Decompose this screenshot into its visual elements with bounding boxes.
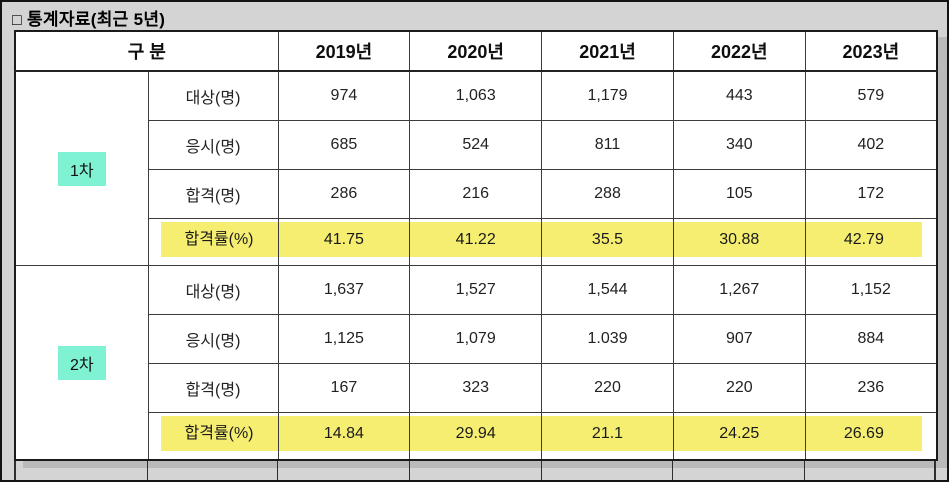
pass-rate-highlight: 30.88: [674, 222, 805, 257]
stage-cell-2: 2차: [14, 265, 149, 461]
value-cell: 1,125: [277, 314, 411, 364]
page-title-text: 통계자료(최근 5년): [26, 10, 166, 29]
value-cell: 167: [277, 363, 411, 413]
row-label: 응시(명): [147, 120, 279, 170]
value-cell: 524: [409, 120, 543, 170]
statistics-table-wrap: 구 분 2019년 2020년 2021년 2022년 2023년 1차 대상(…: [14, 30, 938, 480]
value-cell: 340: [672, 120, 806, 170]
table-row: 응시(명) 1,125 1,079 1.039 907 884: [15, 314, 938, 364]
value-cell: 443: [672, 70, 806, 121]
value-cell: 14.84: [277, 412, 411, 461]
grid-line: [277, 461, 278, 480]
stage-badge-2: 2차: [57, 345, 106, 380]
grid-line: [541, 461, 542, 480]
value-cell: 41.75: [277, 218, 411, 266]
value-cell: 42.79: [804, 218, 938, 266]
value-cell: 974: [277, 70, 411, 121]
value-cell: 29.94: [409, 412, 543, 461]
pass-rate-highlight: 21.1: [542, 416, 673, 451]
value-cell: 1,544: [541, 265, 674, 315]
value-cell: 811: [541, 120, 674, 170]
year-header-2019: 2019년: [277, 30, 411, 72]
value-cell: 236: [804, 363, 938, 413]
value-cell: 216: [409, 169, 543, 219]
year-header-2021: 2021년: [541, 30, 674, 72]
pass-rate-highlight: 42.79: [806, 222, 922, 257]
header-row: 구 분 2019년 2020년 2021년 2022년 2023년: [14, 30, 938, 72]
stage-badge-1: 1차: [57, 151, 106, 186]
grid-line: [14, 461, 16, 480]
value-cell: 172: [804, 169, 938, 219]
table-row: 합격(명) 167 323 220 220 236: [15, 363, 938, 413]
table-row: 응시(명) 685 524 811 340 402: [15, 120, 938, 170]
value-cell: 41.22: [409, 218, 543, 266]
value-cell: 35.5: [541, 218, 674, 266]
row-label: 응시(명): [147, 314, 279, 364]
pass-rate-label-highlight: 합격률(%): [160, 222, 277, 257]
stage-cell-1: 1차: [14, 70, 149, 266]
value-cell: 1,179: [541, 70, 674, 121]
grid-line: [409, 461, 410, 480]
pass-rate-highlight: 14.84: [278, 416, 409, 451]
value-cell: 26.69: [804, 412, 938, 461]
row-label-pass-rate: 합격률(%): [147, 218, 279, 266]
square-bullet-icon: □: [12, 12, 22, 29]
value-cell: 579: [804, 70, 938, 121]
value-cell: 30.88: [672, 218, 806, 266]
grid-line: [934, 461, 936, 480]
grid-line: [147, 461, 148, 480]
pass-rate-row: 합격률(%) 14.84 29.94 21.1 24.25 26.69: [15, 412, 938, 461]
value-cell: 1,152: [804, 265, 938, 315]
statistics-table: 구 분 2019년 2020년 2021년 2022년 2023년 1차 대상(…: [14, 30, 938, 461]
year-header-2023: 2023년: [804, 30, 938, 72]
row-label: 대상(명): [147, 70, 279, 121]
row-label: 대상(명): [147, 265, 279, 315]
value-cell: 105: [672, 169, 806, 219]
year-header-2022: 2022년: [672, 30, 806, 72]
grid-line: [672, 461, 673, 480]
pass-rate-label-highlight: 합격률(%): [160, 416, 277, 451]
value-cell: 402: [804, 120, 938, 170]
table-row: 1차 대상(명) 974 1,063 1,179 443 579: [14, 70, 938, 266]
table-row: 합격(명) 286 216 288 105 172: [15, 169, 938, 219]
value-cell: 288: [541, 169, 674, 219]
row-label: 합격(명): [147, 363, 279, 413]
value-cell: 323: [409, 363, 543, 413]
value-cell: 685: [277, 120, 411, 170]
value-cell: 884: [804, 314, 938, 364]
pass-rate-highlight: 26.69: [806, 416, 922, 451]
row-label-pass-rate: 합격률(%): [147, 412, 279, 461]
value-cell: 1,527: [409, 265, 543, 315]
value-cell: 1,637: [277, 265, 411, 315]
grid-line: [804, 461, 805, 480]
value-cell: 1.039: [541, 314, 674, 364]
value-cell: 1,079: [409, 314, 543, 364]
pass-rate-row: 합격률(%) 41.75 41.22 35.5 30.88 42.79: [15, 218, 938, 266]
pass-rate-highlight: 29.94: [410, 416, 541, 451]
pass-rate-highlight: 24.25: [674, 416, 805, 451]
year-header-2020: 2020년: [409, 30, 543, 72]
value-cell: 220: [541, 363, 674, 413]
value-cell: 907: [672, 314, 806, 364]
pass-rate-highlight: 41.22: [410, 222, 541, 257]
value-cell: 21.1: [541, 412, 674, 461]
table-row: 2차 대상(명) 1,637 1,527 1,544 1,267 1,152: [14, 265, 938, 461]
value-cell: 1,267: [672, 265, 806, 315]
table-cutoff-strip: [14, 461, 936, 480]
row-label: 합격(명): [147, 169, 279, 219]
pass-rate-highlight: 41.75: [278, 222, 409, 257]
value-cell: 286: [277, 169, 411, 219]
value-cell: 24.25: [672, 412, 806, 461]
corner-header: 구 분: [14, 30, 279, 72]
page-title: □ 통계자료(최근 5년): [12, 5, 165, 30]
value-cell: 220: [672, 363, 806, 413]
value-cell: 1,063: [409, 70, 543, 121]
pass-rate-highlight: 35.5: [542, 222, 673, 257]
